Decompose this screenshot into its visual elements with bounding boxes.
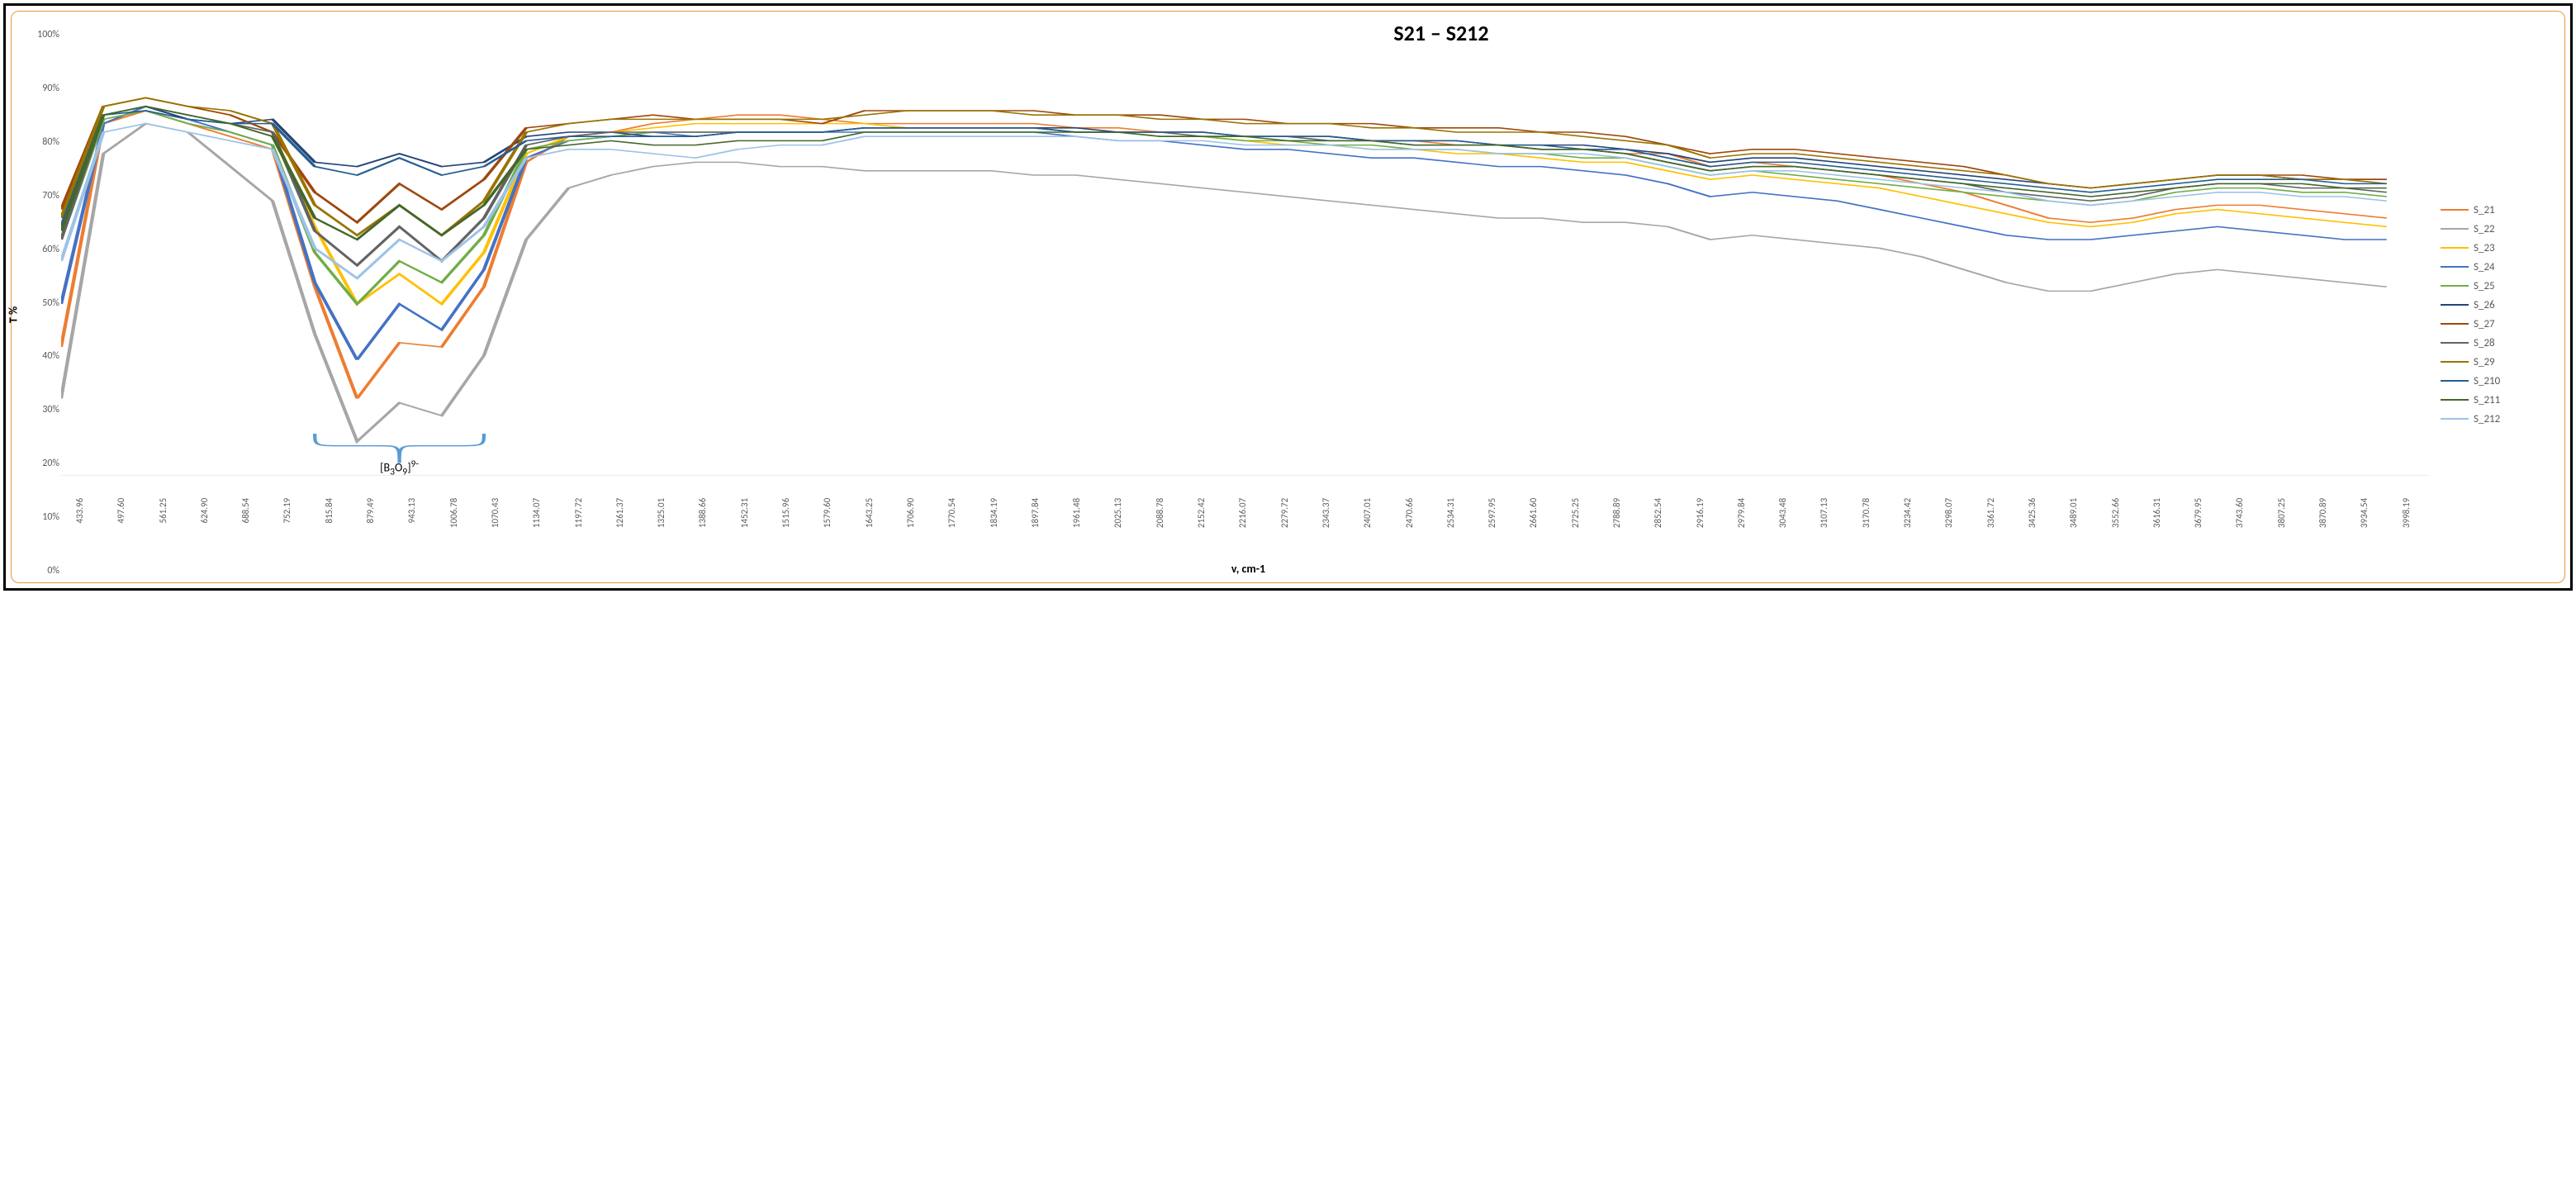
legend-item: S_210 bbox=[2441, 375, 2556, 387]
legend-label: S_210 bbox=[2474, 375, 2500, 387]
legend-label: S_29 bbox=[2474, 356, 2495, 368]
legend-label: S_28 bbox=[2474, 337, 2495, 349]
legend-label: S_212 bbox=[2474, 413, 2500, 425]
series-line bbox=[61, 111, 2387, 304]
series-line bbox=[61, 107, 2387, 227]
chart-outer-frame: S21 – S212 T % 0%10%20%30%40%50%60%70%80… bbox=[3, 3, 2573, 591]
plot-column: [B3O9]9- 433.96497.60561.25624.90688.547… bbox=[61, 46, 2436, 582]
annotation-label: [B3O9]9- bbox=[380, 458, 419, 477]
y-tick-label: 100% bbox=[37, 29, 59, 40]
chart-svg bbox=[61, 46, 2429, 476]
series-line bbox=[61, 97, 2387, 222]
legend-swatch bbox=[2441, 418, 2469, 420]
series-line bbox=[61, 111, 2387, 226]
legend-item: S_22 bbox=[2441, 223, 2556, 235]
y-tick-label: 40% bbox=[42, 350, 59, 362]
series-line bbox=[61, 107, 2387, 265]
legend-swatch bbox=[2441, 380, 2469, 382]
series-line bbox=[61, 97, 2387, 304]
chart-layout: T % 0%10%20%30%40%50%60%70%80%90%100% [B… bbox=[12, 46, 2564, 582]
legend-label: S_25 bbox=[2474, 280, 2495, 292]
legend-label: S_24 bbox=[2474, 261, 2495, 273]
x-axis-ticks: 433.96497.60561.25624.90688.54752.19815.… bbox=[61, 476, 2429, 558]
x-axis-label: v, cm-1 bbox=[61, 558, 2436, 582]
legend-label: S_26 bbox=[2474, 299, 2495, 311]
legend-swatch bbox=[2441, 323, 2469, 325]
legend-swatch bbox=[2441, 247, 2469, 249]
legend-item: S_29 bbox=[2441, 356, 2556, 368]
y-tick-label: 50% bbox=[42, 297, 59, 309]
series-line bbox=[61, 107, 2387, 360]
legend-swatch bbox=[2441, 399, 2469, 401]
legend-label: S_23 bbox=[2474, 242, 2495, 254]
legend-label: S_22 bbox=[2474, 223, 2495, 235]
legend-label: S_21 bbox=[2474, 204, 2495, 216]
legend-label: S_27 bbox=[2474, 318, 2495, 330]
legend-item: S_24 bbox=[2441, 261, 2556, 273]
legend-item: S_25 bbox=[2441, 280, 2556, 292]
legend-item: S_26 bbox=[2441, 299, 2556, 311]
chart-inner-frame: S21 – S212 T % 0%10%20%30%40%50%60%70%80… bbox=[11, 11, 2565, 583]
y-tick-label: 80% bbox=[42, 136, 59, 148]
legend-swatch bbox=[2441, 228, 2469, 230]
legend-item: S_28 bbox=[2441, 337, 2556, 349]
y-tick-label: 60% bbox=[42, 244, 59, 255]
legend-swatch bbox=[2441, 304, 2469, 306]
legend-item: S_23 bbox=[2441, 242, 2556, 254]
legend-item: S_211 bbox=[2441, 394, 2556, 406]
y-tick-label: 30% bbox=[42, 404, 59, 416]
legend: S_21 S_22 S_23 S_24 S_25 S_26 S_27 S_28 S_29 S_21… bbox=[2436, 46, 2564, 582]
y-tick-label: 90% bbox=[42, 83, 59, 94]
legend-item: S_212 bbox=[2441, 413, 2556, 425]
x-tick-label: 3998.19 bbox=[2369, 498, 2448, 539]
legend-swatch bbox=[2441, 361, 2469, 363]
legend-item: S_21 bbox=[2441, 204, 2556, 216]
plot-area: [B3O9]9- bbox=[61, 46, 2429, 476]
legend-swatch bbox=[2441, 285, 2469, 287]
chart-title: S21 – S212 bbox=[12, 20, 2564, 46]
series-line bbox=[61, 111, 2387, 398]
legend-swatch bbox=[2441, 266, 2469, 268]
y-tick-label: 20% bbox=[42, 458, 59, 469]
legend-swatch bbox=[2441, 209, 2469, 211]
y-tick-label: 70% bbox=[42, 190, 59, 202]
legend-label: S_211 bbox=[2474, 394, 2500, 406]
y-tick-label: 0% bbox=[47, 565, 59, 577]
legend-swatch bbox=[2441, 342, 2469, 344]
legend-item: S_27 bbox=[2441, 318, 2556, 330]
